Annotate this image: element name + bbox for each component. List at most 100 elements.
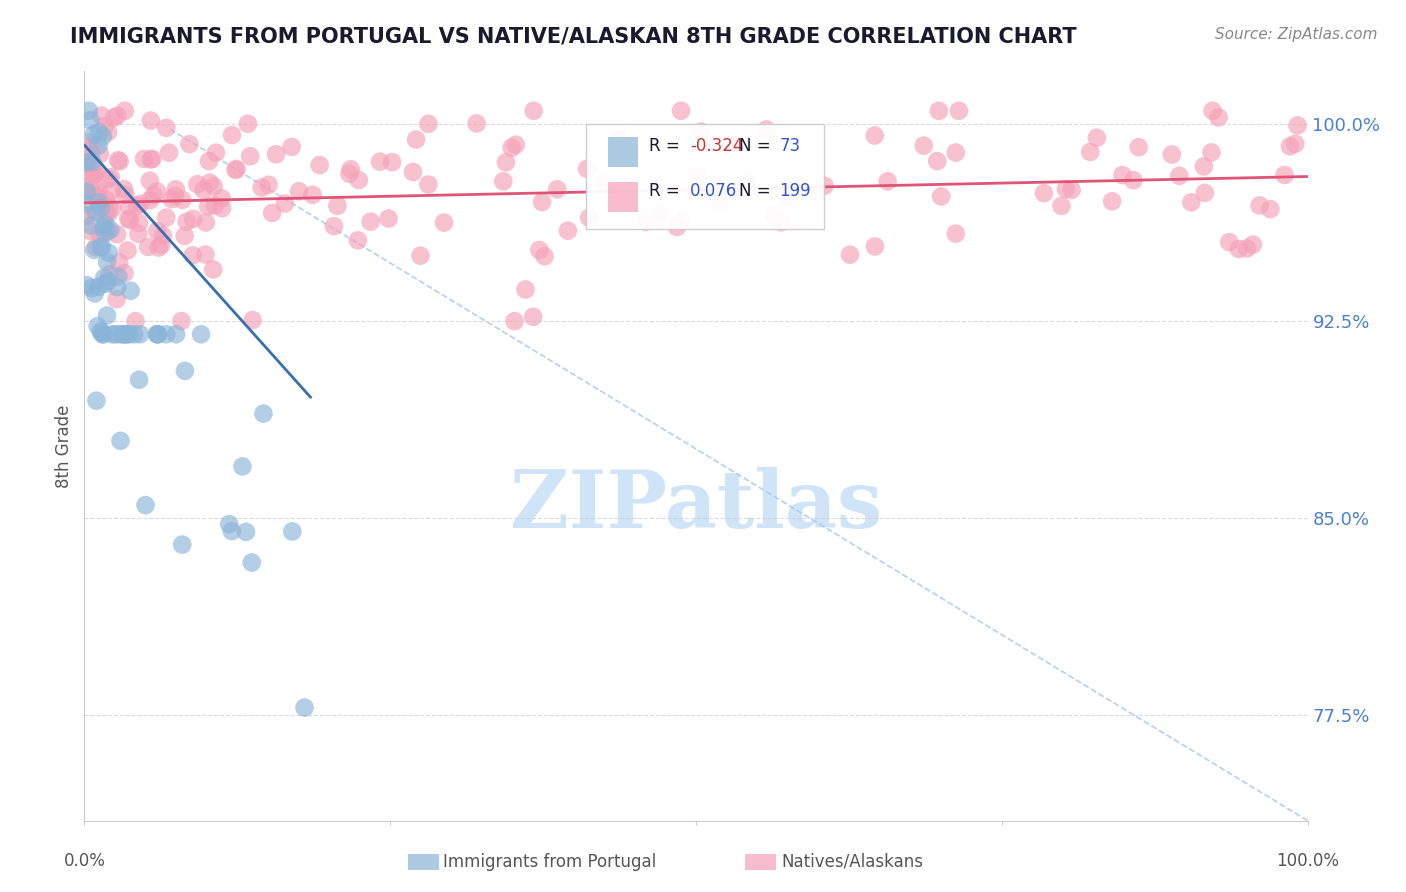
Point bbox=[117, 212, 139, 227]
Point bbox=[76, 159, 98, 173]
Point bbox=[127, 227, 149, 241]
Point bbox=[91, 129, 114, 144]
Point bbox=[347, 233, 370, 247]
Point bbox=[160, 192, 183, 206]
Point bbox=[1236, 241, 1258, 255]
Point bbox=[218, 517, 240, 532]
Point bbox=[250, 180, 273, 194]
Point bbox=[912, 138, 935, 153]
Point bbox=[515, 283, 537, 297]
Point bbox=[205, 145, 228, 160]
Point bbox=[82, 155, 104, 169]
Point bbox=[82, 167, 104, 181]
Point bbox=[198, 176, 221, 190]
Point bbox=[239, 149, 262, 163]
Point bbox=[84, 205, 107, 219]
Point bbox=[409, 249, 432, 263]
Point bbox=[103, 111, 125, 125]
Point bbox=[301, 187, 323, 202]
Point bbox=[770, 215, 793, 229]
Point bbox=[91, 327, 114, 342]
Point bbox=[198, 154, 221, 169]
Point bbox=[87, 184, 110, 198]
Point bbox=[79, 113, 101, 128]
Point bbox=[83, 243, 105, 257]
Point bbox=[1085, 130, 1108, 145]
Point bbox=[495, 155, 517, 169]
Point bbox=[80, 145, 103, 160]
Point bbox=[75, 209, 97, 223]
Point bbox=[139, 174, 162, 188]
Point bbox=[100, 170, 122, 185]
Point bbox=[93, 222, 115, 236]
Point bbox=[87, 138, 110, 153]
Point bbox=[405, 132, 427, 146]
Point bbox=[221, 524, 243, 538]
Point bbox=[529, 243, 551, 257]
Point bbox=[75, 172, 97, 186]
Point bbox=[280, 140, 302, 154]
Point bbox=[737, 175, 759, 189]
Point bbox=[179, 137, 201, 152]
Point bbox=[876, 174, 898, 188]
Point bbox=[533, 249, 555, 263]
Point bbox=[465, 116, 488, 130]
Point bbox=[94, 277, 117, 291]
Point bbox=[129, 197, 152, 211]
Text: 0.0%: 0.0% bbox=[63, 852, 105, 871]
Point bbox=[1078, 145, 1101, 159]
Point bbox=[152, 228, 174, 243]
Point bbox=[863, 128, 886, 143]
Point bbox=[181, 211, 204, 226]
Point bbox=[90, 325, 112, 339]
Text: -0.324: -0.324 bbox=[690, 137, 744, 155]
Point bbox=[108, 154, 131, 169]
Point bbox=[1218, 235, 1240, 249]
Point bbox=[531, 194, 554, 209]
Point bbox=[105, 227, 128, 242]
Point bbox=[1241, 237, 1264, 252]
Point bbox=[83, 286, 105, 301]
Point bbox=[1122, 173, 1144, 187]
Point bbox=[927, 154, 949, 169]
Point bbox=[1032, 186, 1054, 201]
Point bbox=[107, 269, 129, 284]
Point bbox=[77, 157, 100, 171]
Point bbox=[225, 163, 247, 178]
Point bbox=[83, 169, 105, 183]
Point bbox=[77, 140, 100, 154]
Point bbox=[288, 184, 311, 198]
Point bbox=[79, 224, 101, 238]
Point bbox=[755, 122, 778, 136]
Point bbox=[80, 219, 103, 233]
Point bbox=[93, 199, 115, 213]
Point bbox=[86, 186, 108, 200]
Point bbox=[94, 226, 117, 240]
Point bbox=[93, 120, 115, 134]
Point bbox=[181, 248, 204, 262]
Bar bbox=[607, 182, 638, 212]
Point bbox=[381, 155, 404, 169]
Point bbox=[607, 132, 630, 146]
Text: IMMIGRANTS FROM PORTUGAL VS NATIVE/ALASKAN 8TH GRADE CORRELATION CHART: IMMIGRANTS FROM PORTUGAL VS NATIVE/ALASK… bbox=[70, 27, 1077, 46]
Point bbox=[240, 556, 263, 570]
Point bbox=[665, 219, 688, 234]
Point bbox=[75, 144, 97, 158]
Point bbox=[211, 201, 233, 215]
Point bbox=[118, 327, 141, 342]
Point bbox=[105, 280, 128, 294]
Point bbox=[505, 137, 527, 152]
Point bbox=[945, 227, 967, 241]
Point bbox=[97, 245, 120, 260]
Point bbox=[84, 161, 107, 176]
Point bbox=[368, 154, 391, 169]
Point bbox=[114, 103, 136, 118]
Text: 100.0%: 100.0% bbox=[1277, 852, 1339, 871]
Point bbox=[90, 240, 112, 254]
Point bbox=[86, 319, 108, 334]
Point bbox=[97, 125, 120, 139]
Point bbox=[1101, 194, 1123, 209]
Point bbox=[93, 220, 115, 235]
Point bbox=[948, 103, 970, 118]
Point bbox=[204, 198, 226, 212]
